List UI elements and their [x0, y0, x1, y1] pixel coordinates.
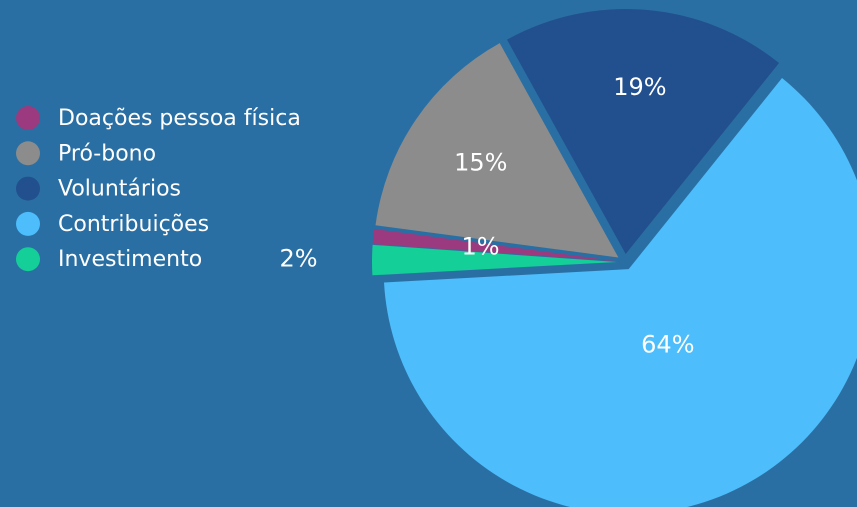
legend-swatch [16, 247, 40, 272]
value-label: 1% [461, 232, 499, 260]
value-label: 15% [454, 149, 507, 177]
value-label: 64% [641, 330, 694, 358]
pie-slice [372, 244, 618, 276]
value-label: 19% [613, 73, 666, 101]
legend-swatch [16, 141, 40, 166]
legend-label: Doações pessoa física [58, 106, 301, 131]
legend-swatch [16, 106, 40, 130]
value-label: 2% [279, 245, 317, 273]
legend-swatch [16, 211, 40, 236]
pie-slice [384, 78, 857, 507]
pie-slice [507, 9, 780, 255]
pie-slice [375, 43, 619, 258]
legend-label: Contribuições [58, 212, 209, 237]
legend-label: Investimento [58, 247, 202, 272]
legend-label: Voluntários [58, 177, 181, 202]
legend-swatch [16, 176, 40, 201]
pie-slice [372, 228, 618, 262]
legend-label: Pró-bono [58, 141, 156, 166]
